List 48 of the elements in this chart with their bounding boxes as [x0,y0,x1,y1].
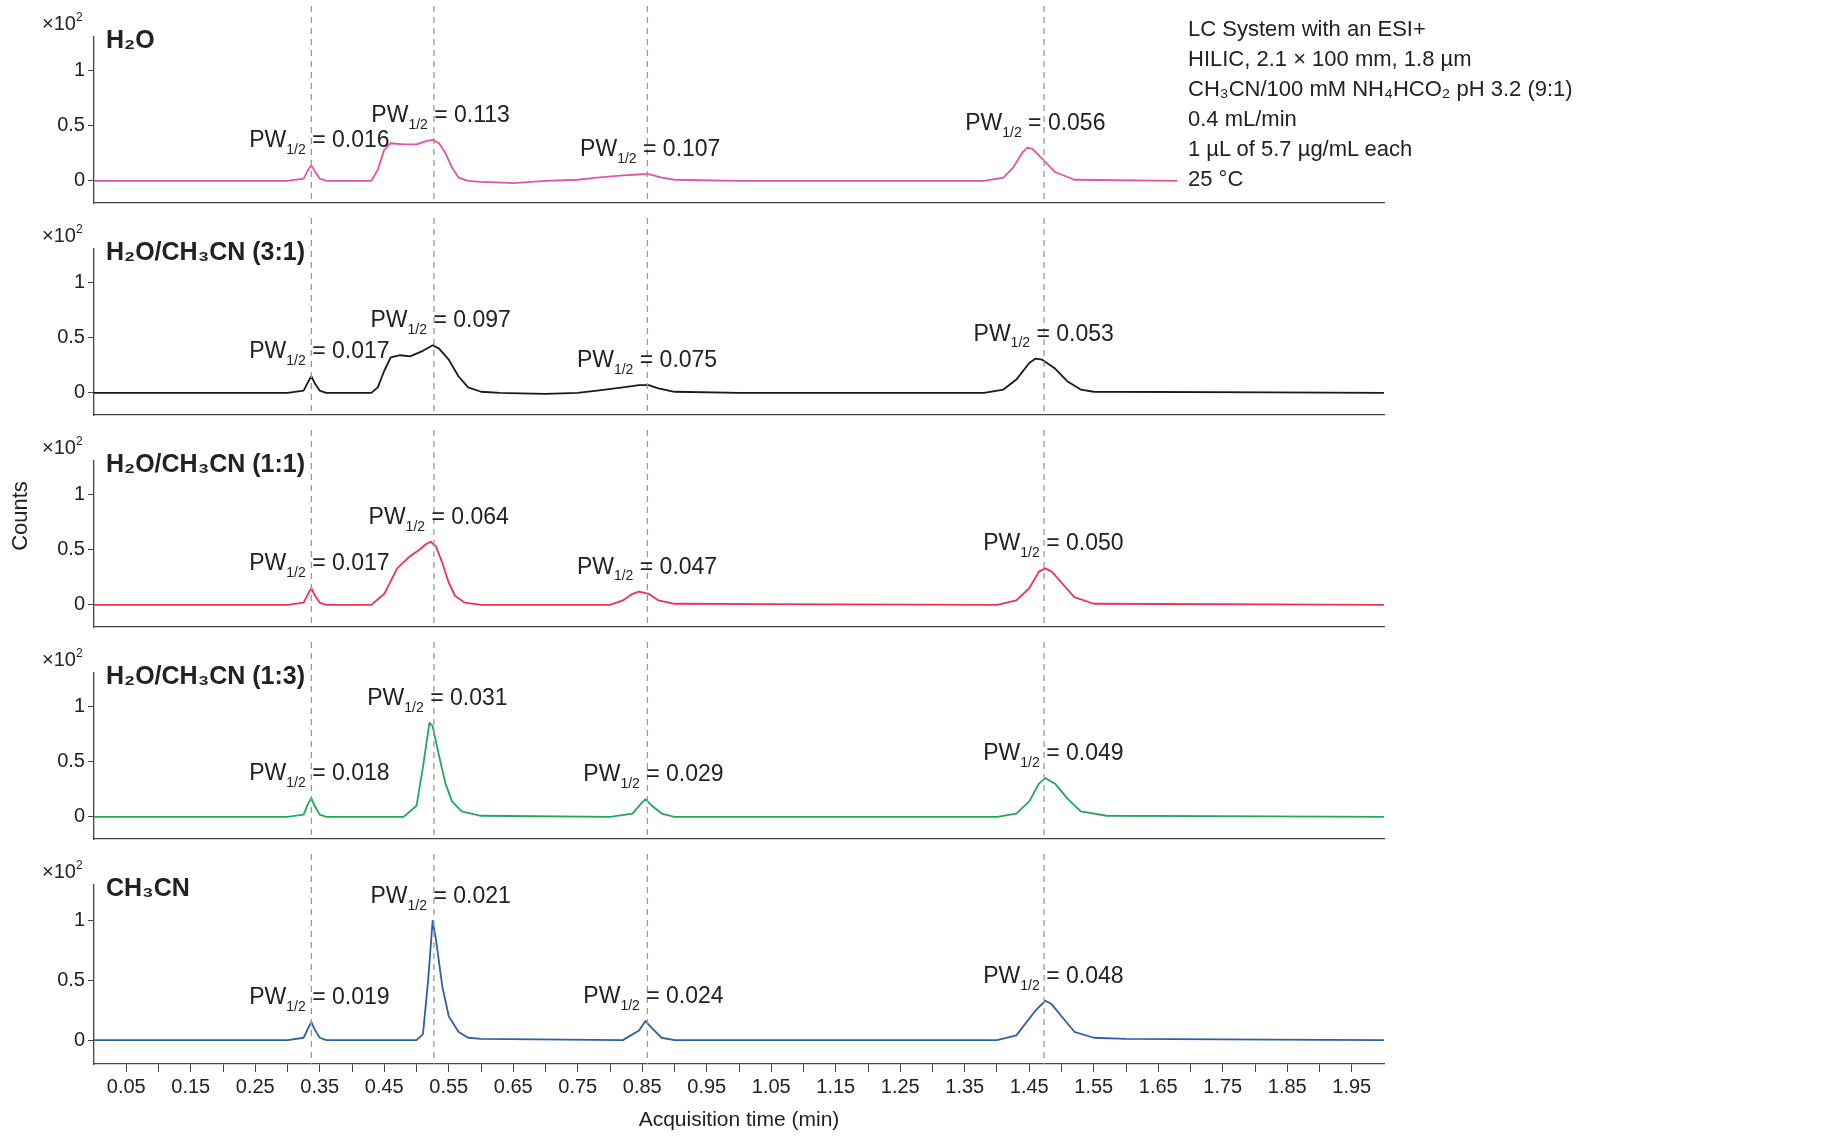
y-tick-label: 0.5 [57,325,85,348]
x-tick-label: 1.15 [816,1074,856,1097]
y-tick-label: 0 [73,592,85,615]
x-tick-label: 0.65 [493,1074,533,1097]
chart-title: H₂O/CH₃CN (1:3) [106,661,306,689]
x-tick-label: 1.05 [751,1074,791,1097]
annotation: 25 °C [1188,165,1245,193]
y-tick-label: 0.5 [57,537,85,560]
x-tick-label: 0.75 [558,1074,598,1097]
annotation: HILIC, 2.1 × 100 mm, 1.8 µm [1188,45,1473,73]
x-tick-label: 0.95 [687,1074,727,1097]
chart-title: CH₃CN [106,873,190,901]
annotation: CH₃CN/100 mM NH₄HCO₂ pH 3.2 (9:1) [1188,75,1573,103]
x-tick-label: 1.95 [1332,1074,1372,1097]
x-tick-label: 1.25 [880,1074,920,1097]
y-tick-label: 0 [73,804,85,827]
text: Counts [6,481,33,551]
x-tick-label: 1.45 [1009,1074,1049,1097]
chart-title: H₂O/CH₃CN (3:1) [106,237,306,265]
annotation: LC System with an ESI+ [1188,15,1427,43]
x-tick-label: 0.35 [300,1074,340,1097]
x-tick-label: 1.55 [1074,1074,1114,1097]
x-tick-label: 1.85 [1267,1074,1307,1097]
y-tick-label: 1 [73,693,85,716]
y-tick-label: 0 [73,1027,85,1050]
x-axis-title: Acquisition time (min) [638,1107,840,1131]
y-tick-label: 1 [73,908,85,931]
y-tick-label: 0 [73,168,85,191]
x-tick-label: 0.25 [235,1074,275,1097]
y-tick-label: 1 [73,481,85,504]
y-tick-label: 0.5 [57,749,85,772]
y-tick-label: 0 [73,380,85,403]
y-tick-label: 1 [73,57,85,80]
x-tick-label: 0.05 [106,1074,146,1097]
chart-title: H₂O/CH₃CN (1:1) [106,449,306,477]
x-tick-label: 1.75 [1203,1074,1243,1097]
annotation: 0.4 mL/min [1188,105,1298,133]
y-tick-label: 0.5 [57,967,85,990]
x-tick-label: 1.35 [945,1074,985,1097]
y-tick-label: 1 [73,269,85,292]
x-tick-label: 0.85 [622,1074,662,1097]
chart-title: H₂O [106,25,155,53]
y-tick-label: 0.5 [57,113,85,136]
x-tick-label: 1.65 [1138,1074,1178,1097]
annotation: 1 µL of 5.7 µg/mL each [1188,135,1414,163]
x-tick-label: 0.15 [171,1074,211,1097]
x-tick-label: 0.45 [364,1074,404,1097]
x-tick-label: 0.55 [429,1074,469,1097]
